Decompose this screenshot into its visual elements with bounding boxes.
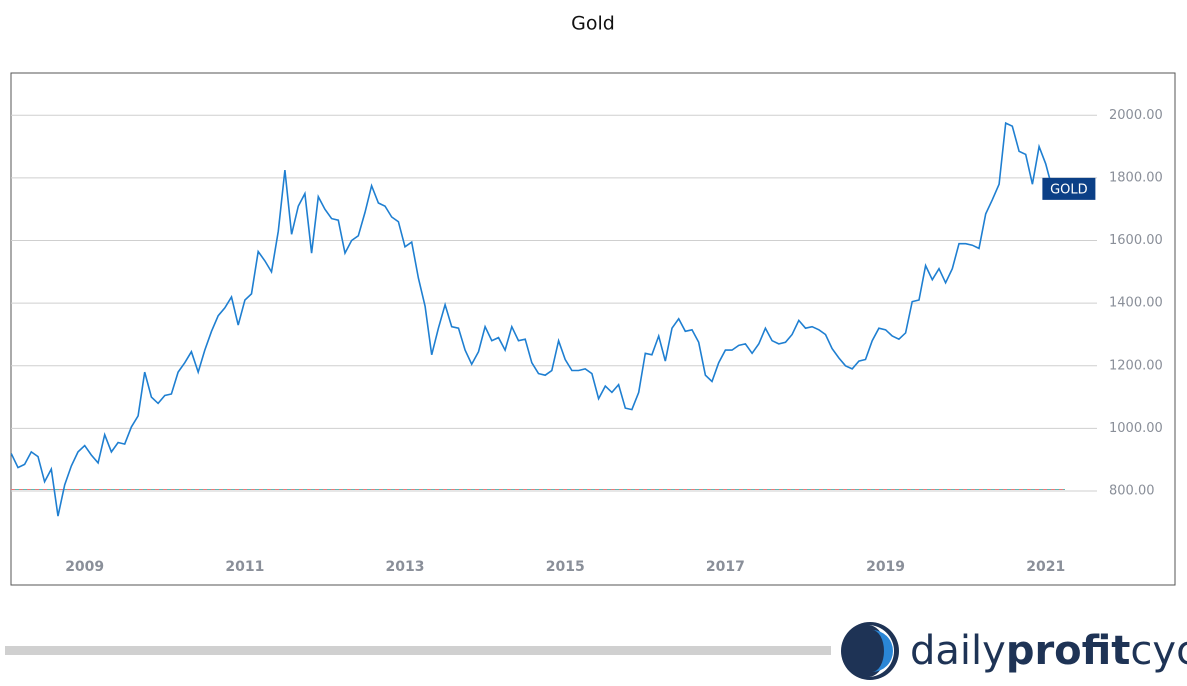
logo-part: cycle bbox=[1130, 628, 1187, 674]
footer-bar bbox=[5, 646, 831, 655]
x-tick-label: 2021 bbox=[1026, 559, 1065, 575]
logo-text: dailyprofitcycle bbox=[910, 628, 1187, 674]
x-tick-label: 2017 bbox=[706, 559, 745, 575]
y-tick-label: 1400.00 bbox=[1109, 296, 1163, 311]
x-tick-label: 2011 bbox=[225, 559, 264, 575]
x-tick-label: 2013 bbox=[386, 559, 425, 575]
y-tick-label: 1800.00 bbox=[1109, 170, 1163, 185]
x-tick-label: 2015 bbox=[546, 559, 585, 575]
x-tick-label: 2009 bbox=[65, 559, 104, 575]
logo-part: profit bbox=[1006, 628, 1131, 674]
y-tick-label: 1000.00 bbox=[1109, 421, 1163, 436]
y-tick-label: 1600.00 bbox=[1109, 233, 1163, 248]
plot-frame bbox=[10, 72, 1176, 586]
y-tick-label: 2000.00 bbox=[1109, 108, 1163, 123]
chart-title: Gold bbox=[571, 13, 615, 35]
y-tick-label: 800.00 bbox=[1109, 484, 1155, 499]
series-tag: GOLD bbox=[1050, 182, 1088, 197]
logo-part: daily bbox=[910, 628, 1006, 674]
x-tick-label: 2019 bbox=[866, 559, 905, 575]
logo-icon bbox=[841, 622, 899, 680]
y-tick-label: 1200.00 bbox=[1109, 358, 1163, 373]
series-tag-box bbox=[1042, 177, 1096, 200]
price-line bbox=[11, 121, 1054, 517]
